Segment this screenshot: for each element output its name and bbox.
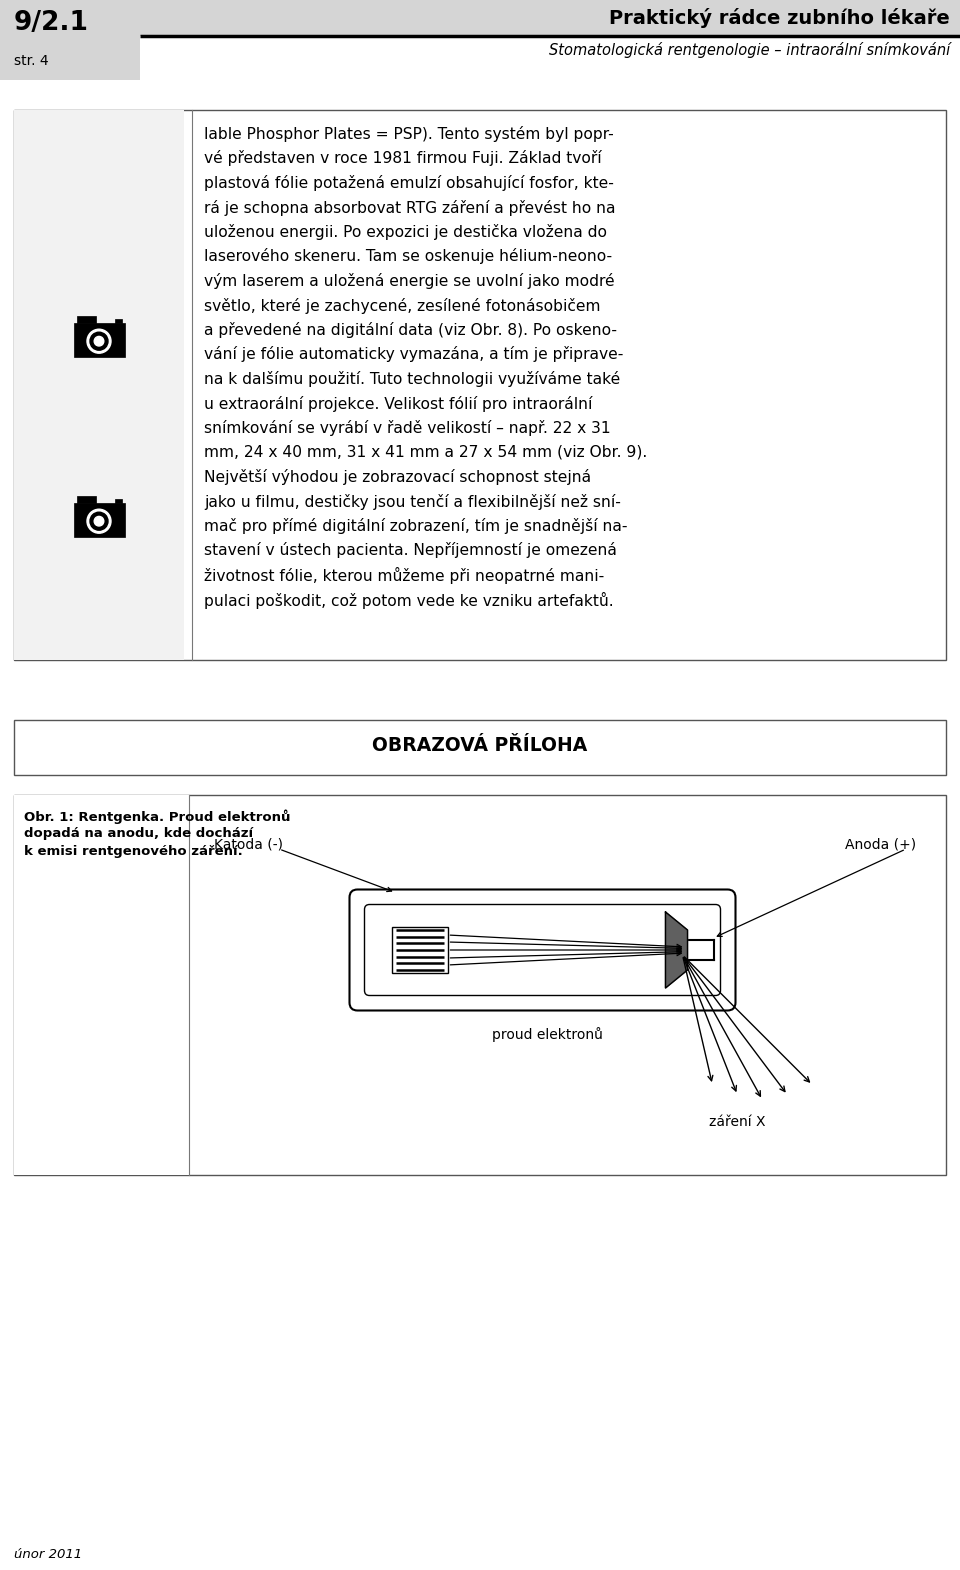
Text: uloženou energii. Po expozici je destička vložena do: uloženou energii. Po expozici je destičk… [204,225,607,240]
Text: lable Phosphor Plates = PSP). Tento systém byl popr-: lable Phosphor Plates = PSP). Tento syst… [204,126,613,141]
Bar [115,499,122,502]
Bar [77,496,96,502]
Bar [14,794,189,1174]
Text: Anoda (+): Anoda (+) [845,837,916,851]
Text: OBRAZOVÁ PŘÍLOHA: OBRAZOVÁ PŘÍLOHA [372,736,588,755]
Polygon shape [665,912,687,988]
Text: laserového skeneru. Tam se oskenuje hélium-neono-: laserového skeneru. Tam se oskenuje héli… [204,248,612,264]
Text: snímkování se vyrábí v řadě velikostí – např. 22 x 31: snímkování se vyrábí v řadě velikostí – … [204,421,611,436]
FancyBboxPatch shape [365,904,721,995]
Text: mač pro přímé digitální zobrazení, tím je snadnější na-: mač pro přímé digitální zobrazení, tím j… [204,518,628,534]
Bar [0,0,140,80]
Text: mm, 24 x 40 mm, 31 x 41 mm a 27 x 54 mm (viz Obr. 9).: mm, 24 x 40 mm, 31 x 41 mm a 27 x 54 mm … [204,444,647,460]
Text: Stomatologická rentgenologie – intraorální snímkování: Stomatologická rentgenologie – intraorál… [549,42,950,58]
Text: jako u filmu, destičky jsou tenčí a flexibilnější než sní-: jako u filmu, destičky jsou tenčí a flex… [204,493,621,510]
Bar [77,316,96,323]
Bar [140,0,960,36]
Text: 9/2.1: 9/2.1 [14,9,89,36]
Text: str. 4: str. 4 [14,53,49,68]
Bar [74,502,125,537]
Text: u extraorální projekce. Velikost fólií pro intraorální: u extraorální projekce. Velikost fólií p… [204,396,592,411]
Text: stavení v ústech pacienta. Nepříjemností je omezená: stavení v ústech pacienta. Nepříjemností… [204,543,617,559]
Text: Katoda (-): Katoda (-) [214,837,283,851]
Text: rá je schopna absorbovat RTG záření a převést ho na: rá je schopna absorbovat RTG záření a př… [204,199,615,215]
Text: a převedené na digitální data (viz Obr. 8). Po oskeno-: a převedené na digitální data (viz Obr. … [204,322,617,338]
Text: vým laserem a uložená energie se uvolní jako modré: vým laserem a uložená energie se uvolní … [204,273,614,289]
Bar [14,110,946,659]
Text: dopadá na anodu, kde dochází: dopadá na anodu, kde dochází [24,827,253,840]
Text: únor 2011: únor 2011 [14,1548,83,1561]
Bar [74,323,125,358]
Text: na k dalšímu použití. Tuto technologii využíváme také: na k dalšímu použití. Tuto technologii v… [204,371,620,386]
Bar [140,0,960,80]
Text: k emisi rentgenového záření.: k emisi rentgenového záření. [24,845,243,857]
Circle shape [87,509,111,534]
Bar [14,110,184,659]
Text: záření X: záření X [709,1115,766,1129]
Circle shape [94,336,104,345]
Circle shape [94,517,104,526]
Text: Obr. 1: Rentgenka. Proud elektronů: Obr. 1: Rentgenka. Proud elektronů [24,809,291,824]
FancyBboxPatch shape [349,890,735,1011]
Text: životnost fólie, kterou můžeme při neopatrné mani-: životnost fólie, kterou můžeme při neopa… [204,567,604,584]
Bar [14,794,946,1174]
Text: pulaci poškodit, což potom vede ke vzniku artefaktů.: pulaci poškodit, což potom vede ke vznik… [204,592,613,609]
Circle shape [90,333,108,350]
Text: proud elektronů: proud elektronů [492,1027,604,1042]
Text: Praktický rádce zubního lékaře: Praktický rádce zubního lékaře [610,8,950,28]
Text: vé představen v roce 1981 firmou Fuji. Základ tvoří: vé představen v roce 1981 firmou Fuji. Z… [204,151,602,166]
Text: plastová fólie potažená emulzí obsahující fosfor, kte-: plastová fólie potažená emulzí obsahujíc… [204,174,613,192]
Circle shape [87,330,111,353]
Bar [392,926,447,973]
Text: světlo, které je zachycené, zesílené fotonásobičem: světlo, které je zachycené, zesílené fot… [204,297,601,314]
Text: Největší výhodou je zobrazovací schopnost stejná: Největší výhodou je zobrazovací schopnos… [204,469,591,485]
Circle shape [90,512,108,531]
Bar [14,721,946,776]
Bar [115,319,122,323]
Text: vání je fólie automaticky vymazána, a tím je připrave-: vání je fólie automaticky vymazána, a tí… [204,347,623,363]
